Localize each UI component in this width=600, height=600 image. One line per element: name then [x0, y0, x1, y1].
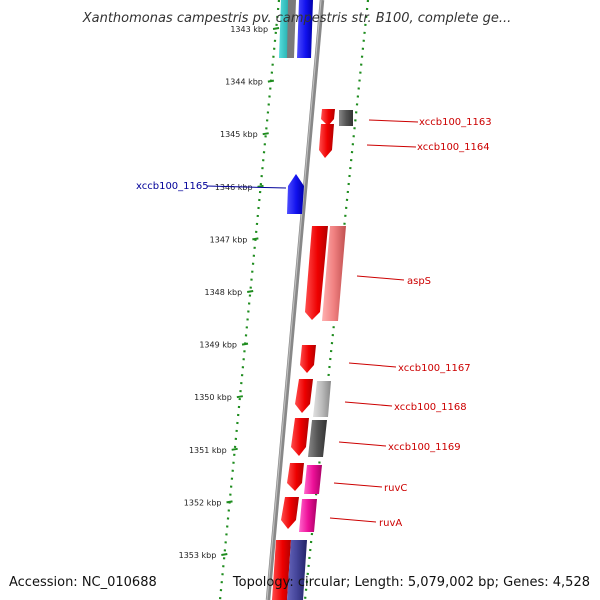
- tick-mark-1349: [241, 342, 249, 346]
- tick-label-1349: 1349 kbp: [199, 341, 237, 350]
- tick-label-1346: 1346 kbp: [215, 183, 253, 192]
- leader-line: [348, 362, 397, 368]
- gene-label-xccb100_1164[interactable]: xccb100_1164: [417, 142, 490, 153]
- tick-mark-1344: [267, 79, 275, 83]
- top-partial-features: [279, 0, 313, 58]
- leader-line: [329, 517, 377, 523]
- tick-mark-1351: [231, 447, 238, 451]
- gene-label-group-aspS[interactable]: aspS: [356, 275, 431, 287]
- gene-label-group-ruvA[interactable]: ruvA: [329, 517, 402, 529]
- gene-feature-xccb100_1164[interactable]: [319, 124, 334, 158]
- tick-label-1351: 1351 kbp: [189, 446, 227, 455]
- gene-feature-ruvA[interactable]: [281, 497, 317, 532]
- gene-label-group-xccb100_1165[interactable]: xccb100_1165: [136, 181, 287, 192]
- gene-feature-ruvC[interactable]: [287, 463, 322, 494]
- gene-feature-xccb100_1168[interactable]: [295, 379, 331, 417]
- accession-text: Accession: NC_010688: [9, 575, 157, 590]
- gene-feature-xccb100_1165[interactable]: [287, 174, 304, 214]
- bottom-partial-features: [272, 540, 307, 600]
- tick-label-1343: 1343 kbp: [230, 25, 268, 34]
- tick-mark-1346: [257, 184, 264, 188]
- gene-label-group-xccb100_1169[interactable]: xccb100_1169: [338, 441, 461, 453]
- genome-backbone-highlight: [266, 0, 322, 600]
- gene-label-group-ruvC[interactable]: ruvC: [333, 482, 407, 494]
- gene-label-xccb100_1168[interactable]: xccb100_1168: [394, 402, 467, 413]
- leader-line: [356, 275, 405, 281]
- gene-label-ruvC[interactable]: ruvC: [384, 483, 407, 494]
- tick-mark-1348: [247, 290, 254, 293]
- genome-summary-text: Topology: circular; Length: 5,079,002 bp…: [232, 575, 590, 590]
- gene-label-group-xccb100_1163[interactable]: xccb100_1163: [368, 117, 492, 128]
- leader-line: [338, 441, 387, 447]
- gene-feature-xccb100_1169[interactable]: [291, 418, 327, 457]
- gene-feature-xccb100_1167[interactable]: [300, 345, 316, 373]
- gene-label-xccb100_1169[interactable]: xccb100_1169: [388, 442, 461, 453]
- tick-mark-1347: [252, 237, 259, 241]
- tick-mark-1352: [226, 500, 233, 504]
- leader-line: [206, 185, 287, 189]
- leader-line: [333, 482, 383, 488]
- tick-label-1352: 1352 kbp: [184, 498, 222, 507]
- gene-label-ruvA[interactable]: ruvA: [379, 518, 402, 529]
- leader-line: [344, 401, 393, 407]
- leader-line: [368, 119, 419, 123]
- tick-label-1353: 1353 kbp: [179, 551, 217, 560]
- gene-feature-xccb100_1163[interactable]: [321, 109, 353, 126]
- tick-label-1347: 1347 kbp: [210, 235, 248, 244]
- gene-label-group-xccb100_1164[interactable]: xccb100_1164: [366, 142, 490, 153]
- tick-mark-1353: [221, 553, 228, 556]
- gene-label-aspS[interactable]: aspS: [407, 276, 431, 287]
- genome-backbone: [265, 0, 325, 600]
- map-title: Xanthomonas campestris pv. campestris st…: [82, 11, 512, 26]
- tick-mark-1345: [262, 132, 269, 136]
- gene-feature-aspS[interactable]: [305, 226, 346, 321]
- tick-label-1344: 1344 kbp: [225, 78, 263, 87]
- gene-label-xccb100_1165[interactable]: xccb100_1165: [136, 181, 209, 192]
- tick-label-1348: 1348 kbp: [204, 288, 242, 297]
- tick-label-1350: 1350 kbp: [194, 393, 232, 402]
- gene-label-xccb100_1167[interactable]: xccb100_1167: [398, 363, 471, 374]
- ruler-ticks: 1343 kbp 1344 kbp 1345 kbp 1346 kbp 1347 kbp…: [179, 25, 280, 560]
- gene-label-group-xccb100_1168[interactable]: xccb100_1168: [344, 401, 467, 413]
- tick-label-1345: 1345 kbp: [220, 130, 258, 139]
- tick-mark-1343: [272, 27, 280, 30]
- gene-label-group-xccb100_1167[interactable]: xccb100_1167: [348, 362, 471, 374]
- leader-line: [366, 144, 417, 148]
- gene-label-xccb100_1163[interactable]: xccb100_1163: [419, 117, 492, 128]
- tick-mark-1350: [236, 395, 244, 399]
